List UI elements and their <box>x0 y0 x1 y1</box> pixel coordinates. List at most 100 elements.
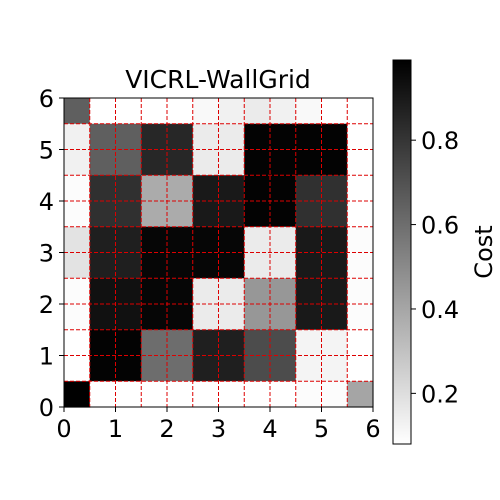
x-tick-label: 2 <box>159 415 174 443</box>
heatmap-cell <box>244 175 271 202</box>
colorbar-tick-label: 0.2 <box>421 380 459 408</box>
y-tick-label: 2 <box>39 291 54 319</box>
heatmap-cell <box>347 123 374 151</box>
heatmap-cell <box>218 355 245 382</box>
heatmap-cell <box>218 149 245 176</box>
heatmap-cell <box>141 278 168 305</box>
heatmap-cell <box>141 175 168 202</box>
heatmap-cell <box>167 123 194 151</box>
heatmap-cell <box>270 304 297 331</box>
heatmap-cell <box>347 304 374 331</box>
heatmap-cell <box>244 278 271 305</box>
heatmap-cell <box>115 381 142 408</box>
heatmap-cell <box>244 226 271 254</box>
x-tick-label: 5 <box>314 415 329 443</box>
heatmap-cell <box>218 278 245 305</box>
heatmap-cell <box>89 329 117 357</box>
heatmap-cell <box>347 175 374 202</box>
colorbar-label: Cost <box>470 225 498 278</box>
heatmap-cell <box>141 123 168 151</box>
heatmap-cell <box>192 175 220 202</box>
heatmap-cells <box>64 98 374 408</box>
heatmap-cell <box>192 355 220 382</box>
heatmap-cell <box>115 201 142 228</box>
heatmap-cell <box>89 175 117 202</box>
heatmap-cell <box>244 329 271 357</box>
chart-title: VICRL-WallGrid <box>125 65 311 94</box>
heatmap-cell <box>64 329 91 357</box>
heatmap-cell <box>167 149 194 176</box>
colorbar <box>392 59 412 445</box>
heatmap-cell <box>192 329 220 357</box>
heatmap-cell <box>321 381 348 408</box>
x-axis-ticks: 0 1 2 3 4 5 6 <box>56 407 381 443</box>
heatmap-cell <box>192 381 220 408</box>
heatmap-cell <box>321 278 348 305</box>
heatmap-cell <box>270 381 297 408</box>
heatmap-cell <box>244 98 271 125</box>
heatmap-cell <box>270 226 297 254</box>
heatmap-cell <box>167 355 194 382</box>
heatmap-cell <box>244 149 271 176</box>
y-tick-label: 1 <box>39 343 54 371</box>
heatmap-cell <box>64 226 91 254</box>
heatmap-cell <box>321 355 348 382</box>
heatmap-cell <box>141 381 168 408</box>
heatmap-cell <box>192 252 220 279</box>
heatmap-cell <box>167 226 194 254</box>
x-tick-label: 1 <box>108 415 123 443</box>
heatmap-cell <box>218 123 245 151</box>
heatmap-cell <box>218 252 245 279</box>
heatmap-cell <box>295 278 323 305</box>
heatmap-cell <box>89 201 117 228</box>
heatmap-cell <box>192 226 220 254</box>
heatmap-cell <box>295 355 323 382</box>
grid-lines <box>64 98 373 407</box>
heatmap-cell <box>321 304 348 331</box>
heatmap-cell <box>192 278 220 305</box>
heatmap-cell <box>270 201 297 228</box>
heatmap-cell <box>244 252 271 279</box>
heatmap-cell <box>89 98 117 125</box>
heatmap-cell <box>295 98 323 125</box>
heatmap-cell <box>347 355 374 382</box>
heatmap-cell <box>141 201 168 228</box>
heatmap-cell <box>218 226 245 254</box>
x-tick-label: 0 <box>56 415 71 443</box>
heatmap-cell <box>295 252 323 279</box>
colorbar-tick-label: 0.4 <box>421 296 459 324</box>
heatmap-cell <box>141 226 168 254</box>
heatmap-cell <box>64 381 91 408</box>
heatmap-cell <box>295 329 323 357</box>
heatmap-cell <box>295 149 323 176</box>
heatmap-cell <box>347 278 374 305</box>
heatmap-cell <box>167 278 194 305</box>
heatmap-cell <box>64 278 91 305</box>
heatmap-cell <box>270 278 297 305</box>
heatmap-cell <box>218 381 245 408</box>
heatmap-cell <box>270 149 297 176</box>
heatmap-cell <box>64 304 91 331</box>
heatmap-cell <box>115 355 142 382</box>
heatmap-cell <box>347 381 374 408</box>
heatmap-cell <box>89 149 117 176</box>
heatmap-cell <box>141 149 168 176</box>
heatmap-cell <box>218 329 245 357</box>
heatmap-cell <box>64 175 91 202</box>
heatmap-cell <box>321 149 348 176</box>
heatmap-cell <box>115 252 142 279</box>
heatmap-cell <box>64 123 91 151</box>
heatmap-cell <box>244 201 271 228</box>
heatmap-cell <box>218 304 245 331</box>
heatmap-cell <box>64 98 91 125</box>
heatmap-cell <box>295 201 323 228</box>
x-tick-label: 4 <box>262 415 277 443</box>
heatmap-cell <box>192 149 220 176</box>
heatmap-cell <box>347 201 374 228</box>
heatmap-cell <box>89 381 117 408</box>
heatmap-cell <box>321 201 348 228</box>
heatmap-cell <box>321 329 348 357</box>
heatmap-cell <box>167 329 194 357</box>
heatmap-cell <box>64 355 91 382</box>
